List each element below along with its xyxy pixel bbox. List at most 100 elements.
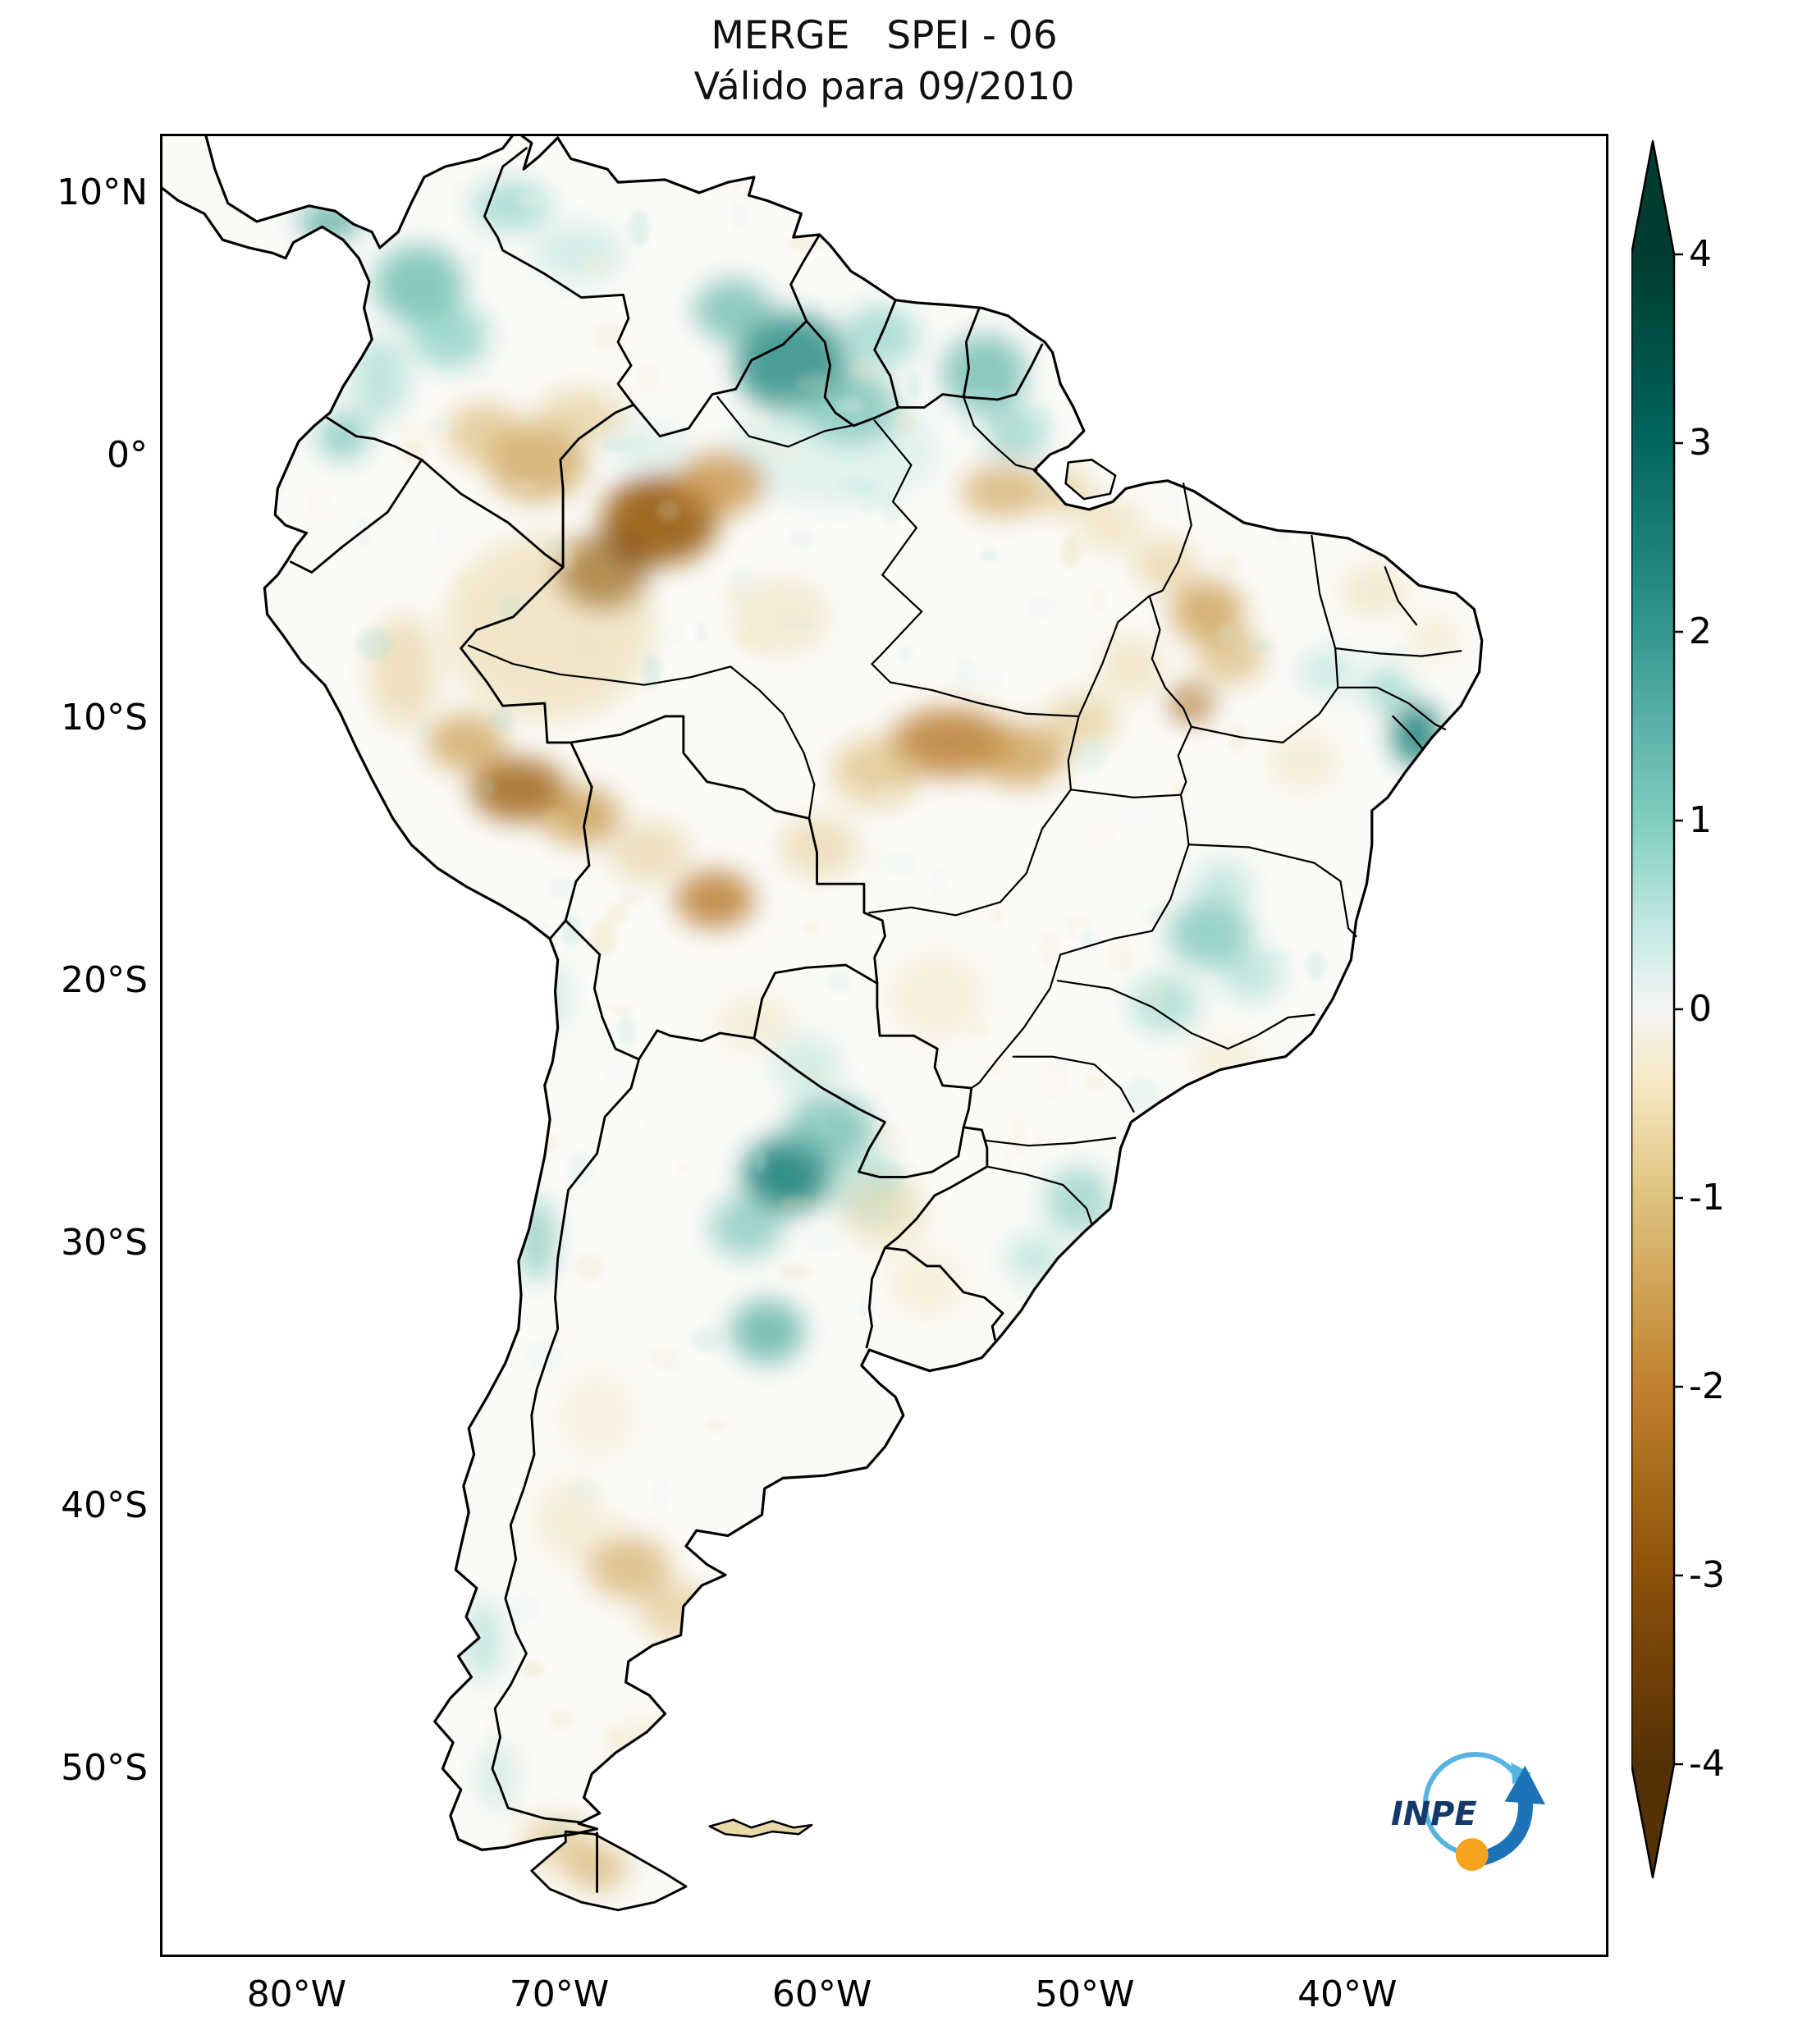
state-border — [986, 1165, 1093, 1226]
country-border — [564, 919, 641, 1061]
y-tick-label: 50°S — [61, 1746, 148, 1789]
state-border — [1311, 534, 1337, 650]
colorbar-graphic — [1630, 139, 1683, 1879]
anomaly-blob — [1076, 499, 1145, 551]
country-border — [962, 343, 1044, 401]
anomaly-blob — [478, 1742, 516, 1811]
anomaly-blob — [533, 224, 624, 282]
anomaly-blob — [960, 464, 1045, 518]
country-border — [884, 1126, 989, 1250]
anomaly-blob — [675, 871, 754, 929]
bold-arrowhead-icon — [1504, 1765, 1546, 1805]
state-border — [1177, 725, 1192, 846]
anomaly-blob — [977, 724, 1066, 788]
country-and-state-borders — [162, 136, 1484, 1912]
state-border — [1012, 1055, 1135, 1113]
state-border — [983, 1136, 1117, 1147]
tdf-outline — [530, 1830, 688, 1912]
country-border — [865, 1246, 886, 1349]
anomaly-blob — [887, 1250, 967, 1319]
state-border — [1334, 647, 1462, 657]
south-america-spei-map — [162, 136, 1484, 1912]
anomaly-blob — [1196, 627, 1265, 685]
country-border — [753, 963, 879, 1040]
country-border — [789, 233, 821, 322]
marajo-outline — [1064, 459, 1117, 501]
colorbar-tick-label: 3 — [1689, 422, 1712, 464]
state-border — [963, 396, 1038, 472]
country-border — [460, 565, 573, 744]
state-border — [1392, 715, 1423, 749]
colorbar-tick-label: 4 — [1689, 233, 1712, 275]
colorbar-tick-label: -3 — [1689, 1554, 1725, 1596]
anomaly-blob — [1188, 1038, 1262, 1081]
country-border — [876, 981, 973, 1129]
anomaly-blob — [675, 451, 765, 515]
anomaly-blob — [1267, 729, 1341, 793]
coast-outline — [162, 136, 1484, 1851]
state-border — [1077, 595, 1151, 718]
anomaly-blob — [1364, 666, 1411, 714]
x-tick-label: 70°W — [509, 1973, 610, 2015]
anomaly-blob — [1045, 693, 1119, 751]
anomaly-blob — [537, 962, 569, 1031]
anomaly-blob — [518, 1197, 556, 1283]
map-area: INPE — [160, 134, 1608, 1957]
y-tick-label: 20°S — [61, 958, 148, 1001]
anomaly-blob — [693, 279, 773, 342]
state-border — [871, 663, 1080, 718]
anomaly-blob — [772, 1036, 841, 1094]
anomaly-blob — [785, 1095, 875, 1164]
inpe-logo-text: INPE — [1391, 1795, 1477, 1833]
country-border — [632, 319, 808, 438]
country-border — [326, 416, 423, 461]
anomaly-blob — [411, 305, 490, 368]
anomaly-blob — [445, 402, 524, 465]
colorbar-tick-label: -1 — [1689, 1177, 1725, 1219]
colorbar-tick-label: -4 — [1689, 1743, 1725, 1785]
anomaly-blob — [1298, 648, 1357, 696]
anomaly-blob — [460, 1598, 503, 1683]
state-border — [1059, 844, 1190, 956]
anomaly-blob — [317, 412, 370, 460]
x-tick-label: 40°W — [1297, 1973, 1398, 2015]
state-border — [1227, 1013, 1315, 1050]
anomaly-blob — [1131, 975, 1200, 1034]
state-border — [716, 396, 853, 448]
country-border — [638, 1029, 756, 1061]
colorbar-tick-label: -2 — [1689, 1365, 1725, 1407]
anomaly-blob — [471, 758, 566, 821]
state-border — [970, 953, 1062, 1090]
anomaly-blob — [471, 179, 551, 232]
country-border — [289, 458, 423, 574]
anomaly-blob — [445, 533, 655, 722]
country-border — [559, 403, 635, 569]
state-border — [1187, 844, 1357, 938]
colorbar — [1630, 139, 1689, 1879]
anomaly-blob — [350, 336, 409, 421]
country-border — [548, 919, 567, 940]
anomaly-blob — [730, 1300, 804, 1363]
inpe-logo: INPE — [1386, 1731, 1550, 1887]
state-border — [1069, 789, 1183, 798]
anomaly-blob — [586, 1535, 670, 1599]
anomaly-blob — [780, 816, 859, 879]
colorbar-tick-label: 1 — [1689, 799, 1712, 841]
state-border — [871, 419, 923, 665]
state-border — [468, 644, 816, 820]
colorbar-tick-label: 2 — [1689, 610, 1712, 652]
anomaly-blob — [715, 994, 794, 1052]
country-border — [564, 741, 593, 922]
country-border — [873, 299, 899, 409]
x-tick-label: 50°W — [1034, 1973, 1135, 2015]
y-tick-label: 10°S — [61, 697, 148, 739]
state-border — [1190, 647, 1339, 743]
anomaly-blob — [374, 245, 464, 324]
y-tick-label: 0° — [107, 434, 148, 477]
state-border — [1056, 980, 1229, 1050]
y-tick-label: 40°S — [61, 1484, 148, 1526]
anomaly-blob — [607, 423, 692, 471]
anomaly-blob — [1219, 949, 1283, 1002]
country-border — [884, 1246, 1004, 1341]
